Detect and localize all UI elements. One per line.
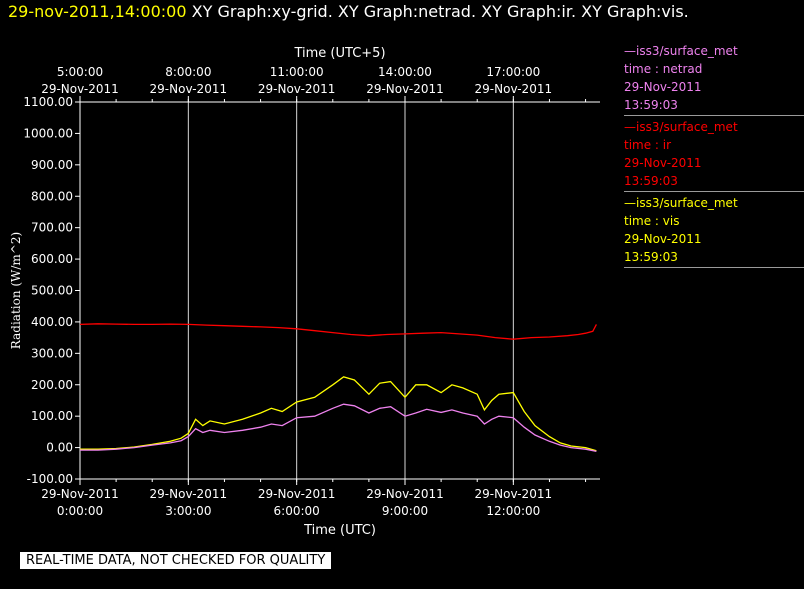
y-tick-label: 1000.00 [23,126,73,140]
title-graph-list: XY Graph:xy-grid. XY Graph:netrad. XY Gr… [191,2,689,21]
legend-netrad-variable: time : netrad [624,62,703,76]
x-tick-date: 29-Nov-2011 [475,487,553,501]
x-tick-date: 29-Nov-2011 [258,487,336,501]
x-tick-time: 12:00:00 [486,504,540,518]
legend-netrad-date: 29-Nov-2011 [624,80,702,94]
legend-vis-variable: time : vis [624,214,680,228]
x-top-tick-time: 11:00:00 [270,65,324,79]
x-top-tick-date: 29-Nov-2011 [258,82,336,96]
series-line-ir [79,323,597,340]
x-tick-date: 29-Nov-2011 [41,487,119,501]
y-tick-label: 300.00 [31,346,73,360]
x-top-tick-time: 17:00:00 [486,65,540,79]
x-top-tick-time: 5:00:00 [57,65,103,79]
series-line-vis [80,376,597,452]
x-tick-time: 9:00:00 [382,504,428,518]
x-tick-date: 29-Nov-2011 [150,487,228,501]
x-axis-top-label: Time (UTC+5) [293,46,385,61]
y-tick-label: 100.00 [31,409,73,423]
legend-ir: —iss3/surface_met time : ir 29-Nov-2011 … [624,118,804,192]
x-top-tick-date: 29-Nov-2011 [366,82,444,96]
legend-vis-source: —iss3/surface_met [624,196,738,210]
legend-ir-variable: time : ir [624,138,672,152]
legend-ir-time: 13:59:03 [624,174,678,188]
legend-vis-time: 13:59:03 [624,250,678,264]
y-tick-label: 700.00 [31,221,73,235]
x-top-tick-time: 14:00:00 [378,65,432,79]
y-tick-label: 0.00 [46,441,73,455]
y-tick-label: 800.00 [31,189,73,203]
x-tick-date: 29-Nov-2011 [366,487,444,501]
x-top-tick-date: 29-Nov-2011 [150,82,228,96]
legend: —iss3/surface_met time : netrad 29-Nov-2… [624,42,804,270]
y-tick-label: 500.00 [31,284,73,298]
y-tick-label: 400.00 [31,315,73,329]
x-top-tick-date: 29-Nov-2011 [475,82,553,96]
quality-note: REAL-TIME DATA, NOT CHECKED FOR QUALITY [20,552,332,569]
y-tick-label: 600.00 [31,252,73,266]
x-tick-time: 3:00:00 [165,504,211,518]
legend-netrad: —iss3/surface_met time : netrad 29-Nov-2… [624,42,804,116]
legend-ir-date: 29-Nov-2011 [624,156,702,170]
legend-netrad-source: —iss3/surface_met [624,44,738,58]
y-tick-label: 900.00 [31,158,73,172]
x-top-tick-time: 8:00:00 [165,65,211,79]
y-tick-label: -100.00 [27,472,73,486]
legend-ir-source: —iss3/surface_met [624,120,738,134]
title-bar: 29-nov-2011,14:00:00 XY Graph:xy-grid. X… [8,2,689,21]
legend-netrad-time: 13:59:03 [624,98,678,112]
x-top-tick-date: 29-Nov-2011 [41,82,119,96]
y-tick-label: 1100.00 [23,95,73,109]
x-axis-label: Time (UTC) [303,523,376,538]
title-timestamp: 29-nov-2011,14:00:00 [8,2,187,21]
legend-vis-date: 29-Nov-2011 [624,232,702,246]
y-axis-label: Radiation (W/m^2) [9,232,23,349]
legend-vis: —iss3/surface_met time : vis 29-Nov-2011… [624,194,804,268]
y-tick-label: 200.00 [31,378,73,392]
x-tick-time: 0:00:00 [57,504,103,518]
x-tick-time: 6:00:00 [274,504,320,518]
series-line-netrad [80,403,597,453]
